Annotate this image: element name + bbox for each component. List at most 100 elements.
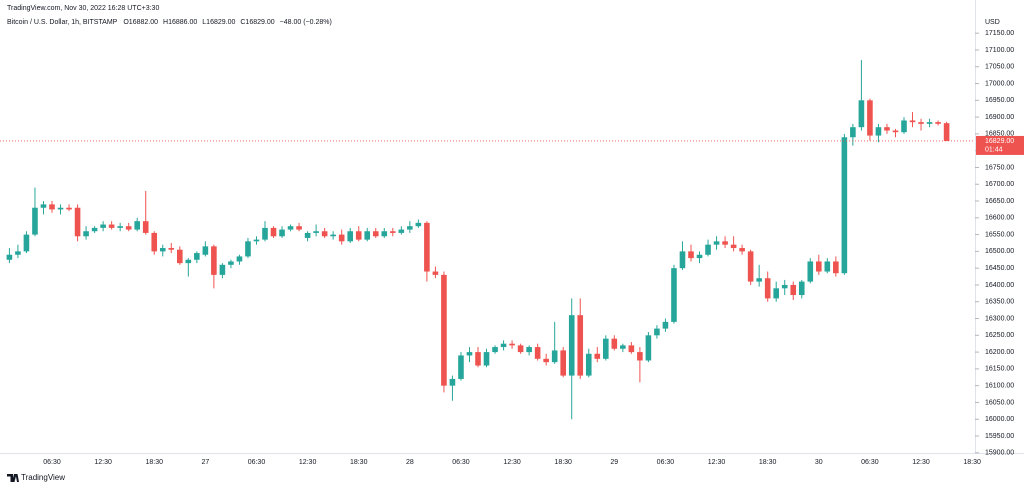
- candle-body: [867, 100, 873, 136]
- candle-body: [57, 207, 64, 210]
- candle-body: [364, 231, 371, 240]
- candle-body: [194, 253, 200, 260]
- y-tick-label: 16900.00: [985, 114, 1014, 121]
- candle-body: [296, 226, 302, 230]
- candle-body: [117, 226, 123, 228]
- watermark: TradingView.com, Nov 30, 2022 16:28 UTC+…: [7, 5, 159, 12]
- candle-body: [935, 122, 941, 124]
- y-tick-label: 16100.00: [985, 383, 1014, 390]
- legend-value: O16882.00: [123, 19, 158, 26]
- candle-body: [211, 246, 217, 275]
- legend-value: C16829.00: [240, 19, 274, 26]
- y-tick-label: 16550.00: [985, 231, 1014, 238]
- x-tick-label: 06:30: [43, 459, 61, 466]
- x-tick-label: 18:30: [145, 459, 163, 466]
- candle-body: [313, 231, 319, 233]
- x-tick-label: 12:30: [503, 459, 521, 466]
- candle-body: [620, 345, 626, 349]
- x-tick-label: 06:30: [452, 459, 470, 466]
- candle-body: [202, 246, 209, 255]
- y-tick-label: 16850.00: [985, 131, 1014, 138]
- candle-body: [577, 315, 584, 376]
- candle-body: [15, 251, 21, 255]
- chart-title: Bitcoin / U.S. Dollar, 1h, BITSTAMP: [7, 19, 118, 26]
- candle-body: [662, 321, 669, 329]
- x-tick-label: 12:30: [299, 459, 317, 466]
- candle-body: [816, 261, 822, 272]
- candle-body: [23, 234, 30, 252]
- candle-body: [151, 232, 158, 252]
- last-price-label: 16829.00: [985, 138, 1014, 145]
- last-price-box: [976, 135, 1024, 155]
- candle-body: [526, 347, 532, 353]
- candle-body: [177, 249, 183, 264]
- candle-body: [168, 248, 175, 250]
- candle-body: [83, 231, 89, 237]
- y-tick-label: 17150.00: [985, 30, 1014, 37]
- candles: [6, 60, 950, 420]
- x-tick-label: 06:30: [861, 459, 879, 466]
- candle-body: [381, 231, 388, 237]
- candle-body: [671, 268, 677, 322]
- x-tick-label: 12:30: [708, 459, 726, 466]
- candle-body: [943, 123, 950, 141]
- x-tick-label: 18:30: [963, 459, 981, 466]
- candle-body: [568, 315, 575, 376]
- candle-body: [466, 352, 473, 356]
- y-tick-label: 16700.00: [985, 181, 1014, 188]
- candle-body: [884, 127, 890, 131]
- x-tick-label: 12:30: [912, 459, 930, 466]
- candle-body: [185, 259, 192, 264]
- candle-body: [654, 328, 660, 336]
- candle-body: [637, 352, 643, 361]
- x-tick-label: 28: [406, 459, 414, 466]
- x-tick-label: 18:30: [759, 459, 777, 466]
- candle-body: [228, 261, 234, 265]
- candle-body: [747, 251, 754, 282]
- y-tick-label: 16450.00: [985, 265, 1014, 272]
- candle-body: [32, 207, 38, 235]
- candle-body: [100, 224, 106, 228]
- candle-body: [534, 347, 541, 359]
- candle-body: [40, 204, 47, 208]
- candle-body: [841, 137, 848, 274]
- candle-body: [645, 335, 652, 361]
- candle-body: [449, 378, 456, 386]
- candle-body: [415, 222, 422, 227]
- candle-body: [551, 350, 558, 363]
- candle-body: [424, 222, 430, 272]
- y-tick-label: 16050.00: [985, 399, 1014, 406]
- candle-body: [850, 127, 856, 138]
- y-tick-label: 16500.00: [985, 248, 1014, 255]
- candle-body: [236, 256, 243, 262]
- countdown-label: 01:44: [985, 146, 1003, 153]
- candle-body: [833, 261, 839, 274]
- y-tick-label: 15950.00: [985, 433, 1014, 440]
- brand: TradingView: [21, 473, 65, 482]
- candle-body: [270, 227, 277, 237]
- y-tick-label: 17100.00: [985, 47, 1014, 54]
- candle-body: [824, 261, 831, 272]
- candle-body: [798, 281, 805, 296]
- brand-logo: [7, 474, 19, 482]
- candle-body: [781, 284, 788, 289]
- candle-body: [679, 251, 686, 269]
- candle-body: [756, 278, 762, 282]
- y-tick-label: 16250.00: [985, 332, 1014, 339]
- candle-body: [398, 229, 405, 233]
- legend-value: −48.00 (−0.28%): [280, 19, 332, 26]
- candle-body: [475, 352, 481, 366]
- candle-body: [918, 122, 924, 124]
- candle-body: [66, 207, 72, 210]
- candle-body: [492, 347, 498, 353]
- candle-body: [6, 254, 13, 260]
- y-tick-label: 16300.00: [985, 315, 1014, 322]
- candle-body: [764, 278, 771, 299]
- candle-body: [628, 345, 635, 353]
- candle-body: [355, 231, 362, 240]
- candle-body: [347, 231, 353, 242]
- candle-body: [219, 264, 226, 275]
- candle-body: [483, 352, 490, 366]
- candle-body: [134, 221, 140, 230]
- candle-body: [279, 229, 285, 237]
